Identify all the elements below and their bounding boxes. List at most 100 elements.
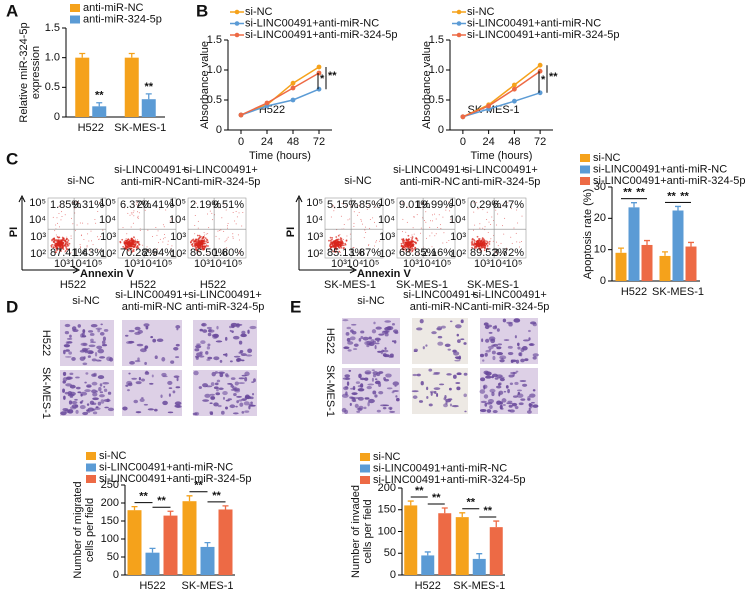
event-dot — [478, 207, 480, 209]
event-dot — [363, 237, 365, 239]
event-dot — [86, 246, 88, 248]
x-tick-label: SK-MES-1 — [182, 580, 234, 592]
event-dot — [204, 242, 206, 245]
y-tick-label: 0.5 — [207, 94, 222, 106]
cell — [229, 360, 233, 363]
cell — [100, 399, 105, 404]
cell — [342, 319, 349, 322]
flow-y-tick: 10⁵ — [29, 197, 46, 209]
cell — [506, 402, 513, 405]
flow-title: si-LINC00491+ — [393, 164, 467, 176]
event-dot — [409, 248, 412, 251]
event-dot — [56, 222, 58, 224]
error-bar — [79, 52, 86, 58]
event-dot — [330, 246, 333, 248]
flow-y-label: PI — [285, 227, 297, 237]
event-dot — [220, 229, 222, 231]
cell — [351, 397, 356, 402]
significance: * — [541, 74, 546, 86]
y-tick-label: 1.5 — [45, 22, 60, 34]
y-tick-label: 0 — [113, 569, 119, 581]
event-dot — [435, 218, 437, 220]
event-dot — [480, 245, 483, 247]
cell — [144, 361, 147, 365]
cell — [193, 370, 199, 376]
quadrant-value: 1.87% — [350, 247, 381, 259]
cell — [528, 329, 531, 333]
cell — [499, 355, 507, 360]
event-dot — [346, 235, 348, 237]
event-dot — [224, 241, 226, 243]
event-dot — [70, 217, 72, 219]
cell — [96, 345, 103, 350]
event-dot — [405, 250, 408, 252]
cell — [79, 356, 86, 361]
legend-marker — [234, 9, 240, 15]
flow-title: si-LINC00491+ — [464, 164, 538, 176]
flow-y-tick: 10⁵ — [378, 197, 395, 209]
legend-label: si-LINC00491+anti-miR-NC — [373, 462, 507, 474]
event-dot — [127, 244, 130, 247]
event-dot — [74, 208, 76, 210]
event-dot — [449, 218, 451, 220]
cell — [244, 410, 250, 413]
event-dot — [343, 223, 345, 225]
flow-x-tick: 10⁴ — [347, 258, 364, 270]
cell — [433, 387, 441, 390]
event-dot — [329, 248, 332, 251]
cell — [175, 343, 180, 347]
cell — [94, 351, 98, 357]
event-dot — [61, 215, 63, 217]
column-title: anti-miR-324-5p — [471, 301, 550, 313]
event-dot — [81, 234, 83, 236]
cell — [236, 323, 243, 326]
cell — [485, 338, 490, 343]
flow-y-tick: 10³ — [30, 231, 46, 243]
cell — [367, 401, 370, 407]
cell — [79, 401, 83, 404]
bar — [641, 244, 653, 281]
cell — [125, 341, 133, 345]
event-dot — [235, 210, 237, 212]
cell — [416, 327, 423, 331]
cell — [240, 333, 247, 338]
event-dot — [497, 245, 499, 247]
flow-x-tick: 10³ — [331, 258, 347, 270]
legend-swatch — [86, 475, 96, 483]
cell — [95, 327, 103, 330]
cell — [386, 387, 393, 390]
event-dot — [340, 215, 342, 217]
cell — [68, 400, 73, 405]
event-dot — [235, 223, 237, 225]
event-dot — [488, 221, 490, 223]
cell — [216, 379, 221, 383]
cell — [503, 339, 510, 341]
event-dot — [431, 246, 433, 248]
event-dot — [147, 229, 149, 231]
event-dot — [413, 241, 416, 243]
event-dot — [437, 227, 439, 229]
legend-label: si-LINC00491+anti-miR-NC — [593, 163, 727, 175]
cell — [518, 402, 524, 406]
event-dot — [241, 225, 243, 227]
event-dot — [194, 225, 196, 227]
event-dot — [406, 240, 409, 242]
flow-sample: SK-MES-1 — [324, 279, 376, 291]
cell — [392, 390, 399, 392]
cell — [137, 357, 140, 361]
cell — [80, 342, 87, 346]
event-dot — [98, 249, 100, 251]
event-dot — [365, 232, 367, 234]
event-dot — [200, 248, 203, 251]
cell — [202, 329, 208, 333]
event-dot — [132, 248, 135, 251]
event-dot — [471, 246, 473, 249]
cell — [79, 405, 86, 410]
event-dot — [352, 250, 354, 252]
event-dot — [66, 245, 69, 247]
event-dot — [430, 220, 432, 222]
cell — [479, 389, 486, 394]
significance: ** — [483, 505, 492, 517]
cell — [391, 322, 396, 326]
y-tick-label: 100 — [378, 525, 396, 537]
